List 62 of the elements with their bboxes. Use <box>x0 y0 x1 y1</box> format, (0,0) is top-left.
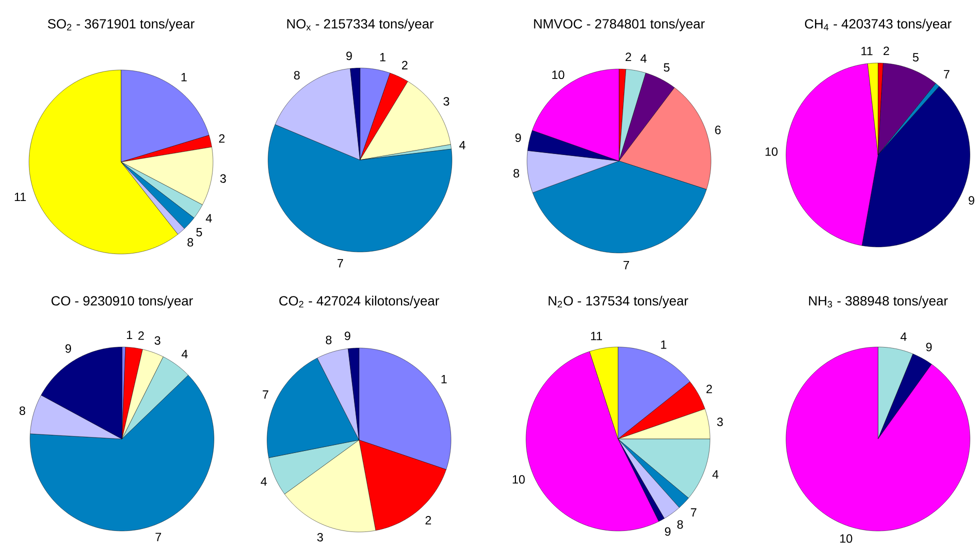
slice-label: 4 <box>182 350 188 358</box>
slice-label: 8 <box>677 520 683 529</box>
chart-title: CO$_{2}$ - 427024 kilotons/year <box>279 296 440 308</box>
chart-title: SO$_{2}$ - 3671901 tons/year <box>48 18 194 32</box>
slice-label: 10 <box>552 70 564 80</box>
slice-label: 1 <box>380 53 386 62</box>
slice-label: 7 <box>944 70 950 78</box>
slice-label: 4 <box>459 140 466 150</box>
slice-label: 4 <box>900 332 907 341</box>
slice-label: 10 <box>512 475 525 484</box>
slice-label: 8 <box>188 238 194 247</box>
slice-label: 5 <box>912 53 919 62</box>
chart-title: N$_{2}$O - 137534 tons/year <box>548 296 688 308</box>
slice-label: 2 <box>884 46 890 55</box>
slice-label: 8 <box>294 70 300 80</box>
slice-label: 9 <box>346 52 352 60</box>
slice-label: 3 <box>317 532 323 542</box>
chart-title: CH$_{4}$ - 4203743 tons/year <box>804 18 952 32</box>
slice-label: 11 <box>14 192 26 201</box>
slice-label: 7 <box>690 508 696 517</box>
slice-label: 2 <box>138 331 144 340</box>
chart-title: NO$_{x}$ - 2157334 tons/year <box>287 18 434 32</box>
slice-label: 9 <box>664 527 670 536</box>
slice-label: 3 <box>154 336 160 345</box>
slice-label: 1 <box>442 375 447 384</box>
slice-label: 8 <box>514 168 520 178</box>
slice-label: 8 <box>326 336 332 344</box>
slice-label: 4 <box>712 470 718 479</box>
slice-label: 4 <box>206 214 212 222</box>
slice-label: 3 <box>443 97 450 106</box>
slice-label: 10 <box>766 147 778 156</box>
slice-label: 9 <box>968 196 974 205</box>
slice-label: 8 <box>20 406 26 415</box>
slice-label: 5 <box>196 228 202 236</box>
slice-label: 3 <box>220 174 226 183</box>
slice-label: 9 <box>515 134 521 142</box>
slice-label: 6 <box>715 126 721 134</box>
slice-label: 9 <box>65 344 72 353</box>
slice-label: 10 <box>840 534 852 543</box>
slice-label: 2 <box>626 52 632 62</box>
slice-label: 1 <box>182 73 187 82</box>
chart-title: CO - 9230910 tons/year <box>52 296 193 308</box>
slice-label: 7 <box>156 532 162 542</box>
slice-label: 4 <box>260 477 267 486</box>
slice-label: 1 <box>126 330 132 339</box>
slice-label: 3 <box>717 418 723 426</box>
slice-label: 7 <box>262 390 268 399</box>
slice-label: 9 <box>926 342 932 352</box>
slice-label: 2 <box>426 516 431 524</box>
slice-label: 9 <box>344 332 350 340</box>
slice-label: 1 <box>661 340 666 349</box>
chart-title: NH$_{3}$ - 388948 tons/year <box>809 296 948 308</box>
chart-title: NMVOC - 2784801 tons/year <box>534 18 705 32</box>
slice-label: 7 <box>624 261 630 270</box>
slice-label: 7 <box>338 259 344 268</box>
slice-label: 4 <box>640 54 647 63</box>
slice-label: 5 <box>664 63 670 72</box>
slice-label: 2 <box>706 384 712 394</box>
slice-label: 2 <box>219 134 225 143</box>
slice-label: 11 <box>591 332 602 340</box>
slice-label: 11 <box>862 46 872 56</box>
slice-label: 2 <box>402 60 408 70</box>
